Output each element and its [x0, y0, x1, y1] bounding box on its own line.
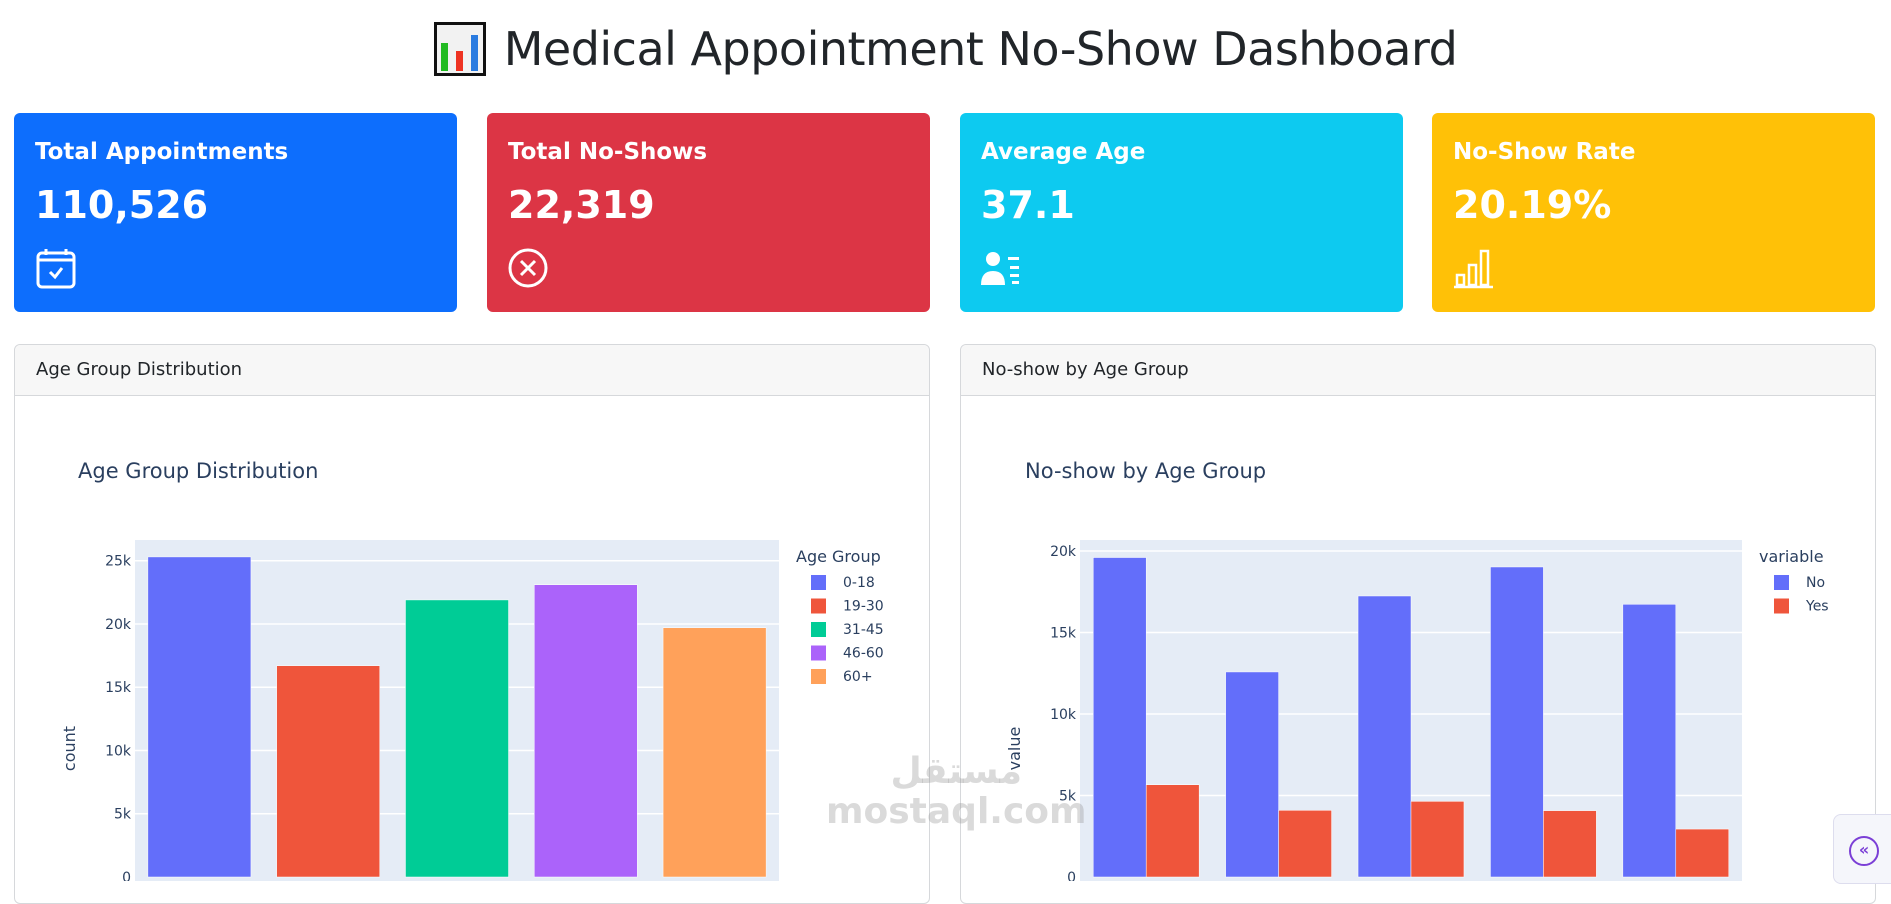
- card-total-no-shows: Total No-Shows 22,319: [487, 113, 930, 312]
- card-total-appointments: Total Appointments 110,526: [14, 113, 457, 312]
- page-title: Medical Appointment No-Show Dashboard: [503, 22, 1458, 76]
- card-value: 37.1: [981, 183, 1075, 227]
- card-value: 22,319: [508, 183, 655, 227]
- watermark-arabic: مستقل: [890, 751, 1023, 792]
- bar-chart-emoji-icon: [433, 22, 486, 76]
- watermark: مستقل mostaql.com: [826, 752, 1087, 832]
- panel-age-group-distribution: Age Group Distribution: [14, 344, 930, 904]
- page-title-row: Medical Appointment No-Show Dashboard: [0, 22, 1891, 76]
- x-circle-icon: [508, 248, 548, 288]
- card-title: Total No-Shows: [508, 139, 708, 165]
- card-no-show-rate: No-Show Rate 20.19%: [1432, 113, 1875, 312]
- bar-chart-icon: [1454, 249, 1493, 289]
- card-value: 110,526: [35, 183, 209, 227]
- card-title: No-Show Rate: [1453, 139, 1636, 165]
- panel-header: No-show by Age Group: [961, 345, 1875, 396]
- calendar-check-icon: [36, 249, 76, 289]
- card-average-age: Average Age 37.1: [960, 113, 1403, 312]
- panel-no-show-by-age-group: No-show by Age Group: [960, 344, 1876, 904]
- double-chevron-left-icon[interactable]: «: [1849, 836, 1879, 866]
- person-lines-icon: [981, 252, 1019, 285]
- watermark-latin: mostaql.com: [826, 791, 1087, 832]
- panel-header: Age Group Distribution: [15, 345, 929, 396]
- scroll-side-button[interactable]: «: [1833, 814, 1891, 884]
- card-value: 20.19%: [1453, 183, 1612, 227]
- card-title: Total Appointments: [35, 139, 289, 165]
- card-title: Average Age: [981, 139, 1146, 165]
